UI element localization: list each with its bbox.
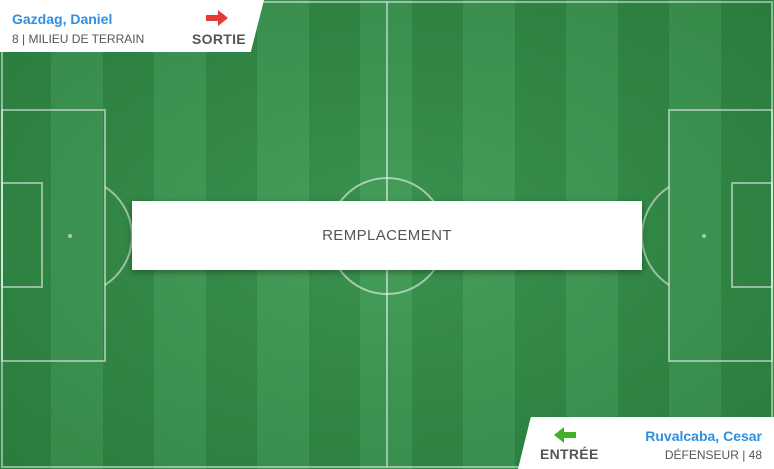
arrow-left-icon (554, 427, 576, 448)
player-in-info: DÉFENSEUR | 48 (664, 448, 762, 462)
player-in-name[interactable]: Ruvalcaba, Cesar (645, 428, 762, 444)
player-out-info: 8 | MILIEU DE TERRAIN (12, 32, 145, 46)
banner-title: REMPLACEMENT (322, 227, 452, 244)
substitution-in-label: ENTRÉE (540, 446, 599, 462)
substitution-out-label: SORTIE (192, 31, 246, 47)
player-out-name[interactable]: Gazdag, Daniel (12, 11, 113, 27)
player-in-card: ENTRÉE Ruvalcaba, Cesar DÉFENSEUR | 48 (518, 417, 774, 469)
player-out-card: Gazdag, Daniel 8 | MILIEU DE TERRAIN SOR… (0, 0, 264, 52)
arrow-right-icon (206, 10, 228, 31)
substitution-banner: REMPLACEMENT (132, 201, 642, 270)
